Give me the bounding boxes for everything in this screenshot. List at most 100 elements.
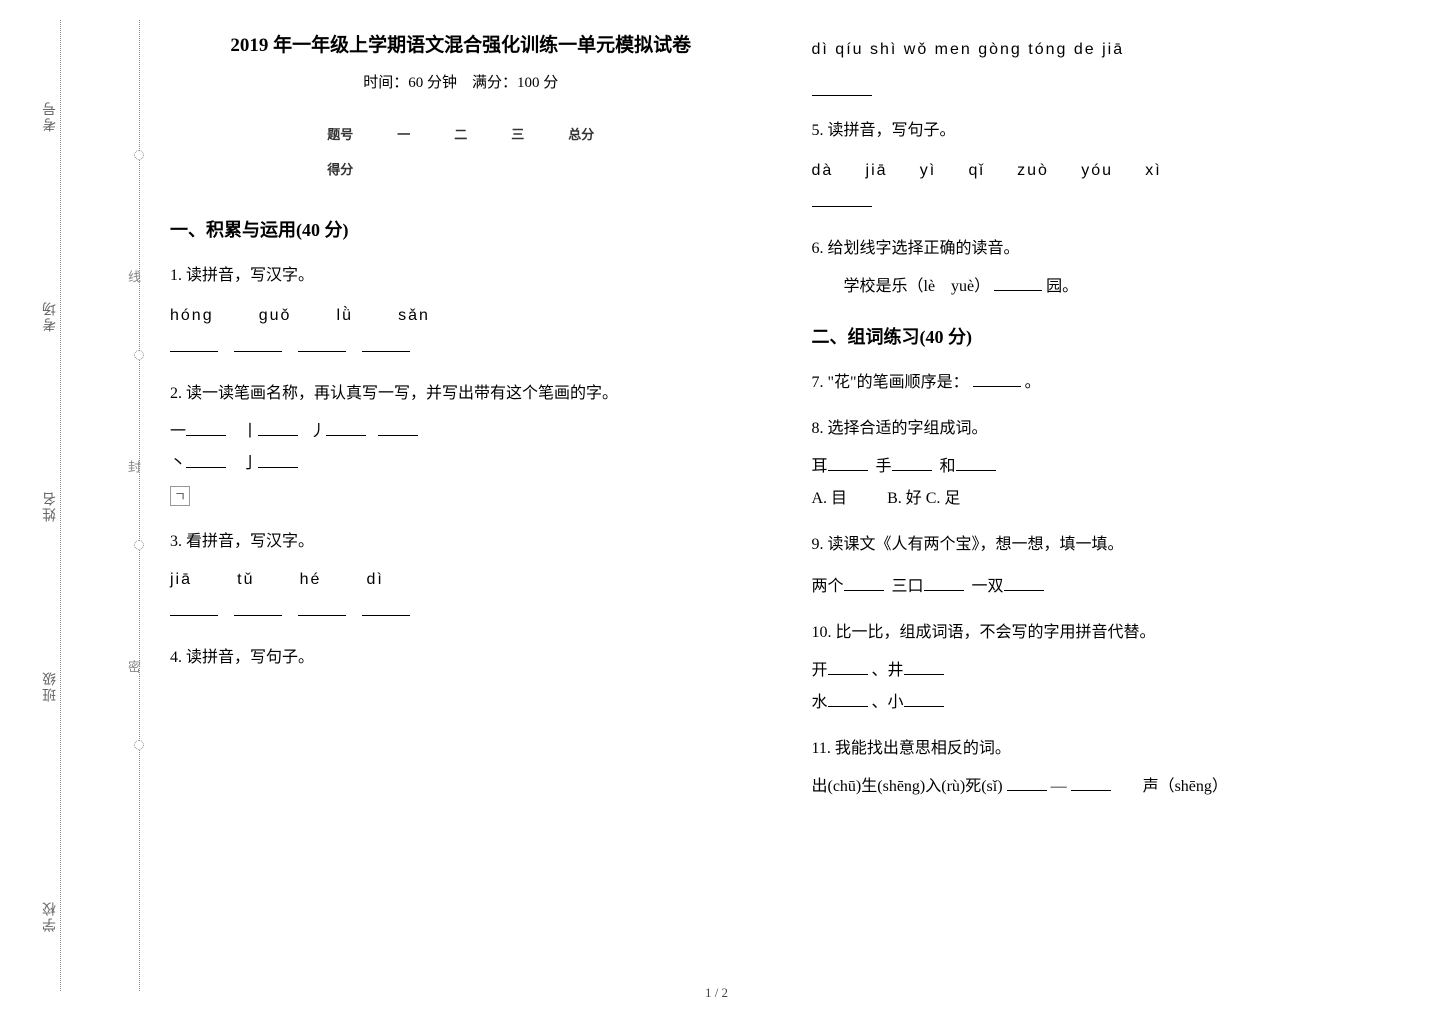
blank[interactable] (1007, 775, 1047, 791)
blank[interactable] (828, 659, 868, 675)
blank[interactable] (904, 691, 944, 707)
score-table: 题号 一 二 三 总分 得分 (305, 116, 616, 186)
blank[interactable] (186, 452, 226, 468)
stroke: 丨 (242, 423, 258, 440)
q11: 11. 我能找出意思相反的词。 出(chū)生(shēng)入(rù)死(sǐ)… (812, 733, 1394, 803)
stroke: 丶 (170, 455, 186, 472)
q5-py: dà (812, 162, 834, 179)
row-header: 题号 (305, 116, 375, 151)
blank[interactable] (828, 455, 868, 471)
blank[interactable] (904, 659, 944, 675)
label-class: 班级 (41, 670, 61, 702)
q4-pinyin: dì qíu shì wǒ men gòng tóng de jiā (812, 34, 1394, 66)
q11-tail: 声（shēng） (1143, 778, 1228, 795)
q5-py: yì (920, 162, 936, 179)
q3-py: tǔ (237, 571, 254, 588)
right-column: dì qíu shì wǒ men gòng tóng de jiā 5. 读拼… (812, 30, 1394, 981)
q8: 8. 选择合适的字组成词。 耳 手 和 A. 目 B. 好 C. 足 (812, 413, 1394, 515)
label-school: 学校 (41, 900, 61, 932)
blank[interactable] (828, 691, 868, 707)
blank[interactable] (892, 455, 932, 471)
q9: 9. 读课文《人有两个宝》，想一想，填一填。 两个 三口 一双 (812, 529, 1394, 603)
exam-title: 2019 年一年级上学期语文混合强化训练一单元模拟试卷 (170, 30, 752, 57)
q3: 3. 看拼音，写汉字。 jiā tǔ hé dì (170, 526, 752, 628)
blank[interactable] (362, 600, 410, 616)
blank[interactable] (234, 336, 282, 352)
blank[interactable] (994, 275, 1042, 291)
q11-dash: — (1051, 778, 1071, 795)
blank[interactable] (973, 371, 1021, 387)
q8-item: 和 (940, 458, 956, 475)
sep-feng: 封 (124, 460, 143, 481)
q6: 6. 给划线字选择正确的读音。 学校是乐（lè yuè） 园。 (812, 233, 1394, 303)
q1-py: sǎn (398, 307, 430, 324)
q10: 10. 比一比，组成词语，不会写的字用拼音代替。 开 、井 水 、小 (812, 617, 1394, 719)
row-header: 得分 (305, 151, 375, 186)
blank[interactable] (170, 336, 218, 352)
q7-tail: 。 (1025, 374, 1041, 391)
q5-py: yóu (1081, 162, 1113, 179)
blank[interactable] (956, 455, 996, 471)
score-cell[interactable] (432, 151, 489, 186)
q4: 4. 读拼音，写句子。 (170, 642, 752, 674)
blank[interactable] (326, 420, 366, 436)
blank[interactable] (1071, 775, 1111, 791)
blank[interactable] (298, 336, 346, 352)
label-kaochang: 考场 (41, 300, 61, 332)
binding-circle (134, 740, 144, 750)
sep-xian: 线 (124, 270, 143, 291)
q9-part: 一双 (972, 578, 1004, 595)
blank[interactable] (362, 336, 410, 352)
q1: 1. 读拼音，写汉字。 hóng guǒ lǜ sǎn (170, 260, 752, 364)
q5-stem: 5. 读拼音，写句子。 (812, 115, 1394, 147)
blank[interactable] (170, 600, 218, 616)
blank[interactable] (844, 575, 884, 591)
blank[interactable] (258, 420, 298, 436)
q9-part: 三口 (892, 578, 924, 595)
blank[interactable] (924, 575, 964, 591)
q5-py: zuò (1017, 162, 1049, 179)
q10-stem: 10. 比一比，组成词语，不会写的字用拼音代替。 (812, 617, 1394, 649)
q2-stem: 2. 读一读笔画名称，再认真写一写，并写出带有这个笔画的字。 (170, 378, 752, 410)
blank[interactable] (298, 600, 346, 616)
blank[interactable] (812, 80, 872, 96)
blank[interactable] (1004, 575, 1044, 591)
q5-py: jiā (866, 162, 888, 179)
q10-pair: 、井 (872, 662, 904, 679)
q4-stem: 4. 读拼音，写句子。 (170, 642, 752, 674)
q3-py: hé (300, 571, 322, 588)
score-cell[interactable] (489, 151, 546, 186)
score-cell[interactable] (375, 151, 432, 186)
q3-stem: 3. 看拼音，写汉字。 (170, 526, 752, 558)
blank[interactable] (378, 420, 418, 436)
blank[interactable] (258, 452, 298, 468)
q3-py: jiā (170, 571, 192, 588)
q3-py: dì (367, 571, 384, 588)
q8-opt-b: B. 好 C. 足 (887, 490, 960, 507)
q10-pair: 、小 (872, 694, 904, 711)
q8-stem: 8. 选择合适的字组成词。 (812, 413, 1394, 445)
section2-title: 二、组词练习(40 分) (812, 323, 1394, 349)
page-number: 1 / 2 (0, 985, 1433, 1001)
q2: 2. 读一读笔画名称，再认真写一写，并写出带有这个笔画的字。 一 丨 丿 丶 亅… (170, 378, 752, 512)
binding-circle (134, 540, 144, 550)
exam-time: 时间：60 分钟 满分：100 分 (170, 71, 752, 92)
blank[interactable] (812, 191, 872, 207)
q5: 5. 读拼音，写句子。 dà jiā yì qǐ zuò yóu xì (812, 115, 1394, 219)
binding-margin: 考号 考场 姓名 班级 学校 线 封 密 (60, 20, 140, 991)
table-row: 得分 (305, 151, 616, 186)
q5-py: xì (1145, 162, 1161, 179)
score-cell[interactable] (546, 151, 616, 186)
label-kaohao: 考号 (41, 100, 61, 132)
q1-stem: 1. 读拼音，写汉字。 (170, 260, 752, 292)
q1-py: guǒ (259, 307, 292, 324)
section1-title: 一、积累与运用(40 分) (170, 216, 752, 242)
q7: 7. "花"的笔画顺序是： 。 (812, 367, 1394, 399)
blank[interactable] (186, 420, 226, 436)
q8-item: 手 (876, 458, 892, 475)
col-header: 三 (489, 116, 546, 151)
stroke-box: ㄱ (170, 486, 190, 506)
page-body: 2019 年一年级上学期语文混合强化训练一单元模拟试卷 时间：60 分钟 满分：… (170, 30, 1393, 981)
blank[interactable] (234, 600, 282, 616)
q7-stem: 7. "花"的笔画顺序是： (812, 374, 969, 391)
